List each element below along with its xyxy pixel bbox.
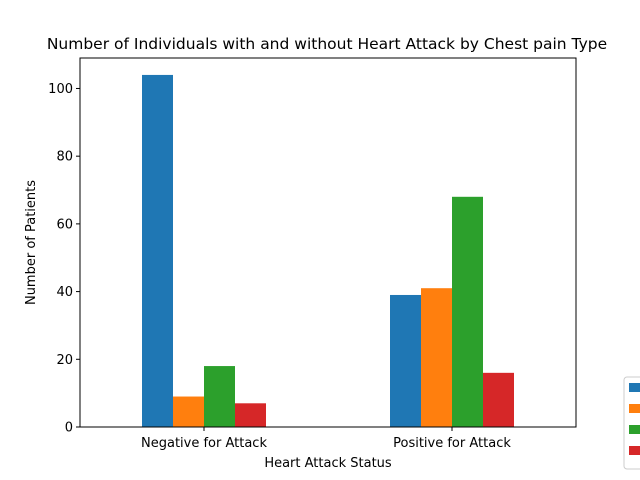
bar-2-4 <box>483 372 514 427</box>
y-tick-label: 80 <box>56 150 73 165</box>
y-axis: 0 20 40 60 80 100 <box>48 82 80 436</box>
bar-1-3 <box>204 366 235 427</box>
bar-2-1 <box>390 294 421 427</box>
legend-box <box>623 376 640 470</box>
y-tick-label: 60 <box>56 217 73 232</box>
y-tick-label: 0 <box>65 421 73 436</box>
y-tick-label: 100 <box>48 82 73 97</box>
chart-title: Number of Individuals with and without H… <box>47 35 607 53</box>
x-axis: Negative for Attack Positive for Attack <box>141 427 511 451</box>
bar-1-2 <box>173 396 204 427</box>
bar-1-4 <box>235 403 266 427</box>
plot-area <box>142 74 514 428</box>
y-tick-label: 40 <box>56 285 73 300</box>
x-tick-label: Negative for Attack <box>141 436 267 451</box>
bar-1-1 <box>142 74 173 428</box>
legend-swatch-4 <box>629 446 640 455</box>
legend-swatch-1 <box>629 383 640 392</box>
bar-2-3 <box>452 196 483 427</box>
y-axis-label: Number of Patients <box>24 180 39 305</box>
legend-swatch-2 <box>629 404 640 413</box>
bar-2-2 <box>421 288 452 427</box>
x-axis-label: Heart Attack Status <box>264 456 392 471</box>
legend-swatch-3 <box>629 425 640 434</box>
x-tick-label: Positive for Attack <box>393 436 511 451</box>
y-tick-label: 20 <box>56 353 73 368</box>
plot-frame <box>79 57 577 428</box>
legend <box>623 376 640 470</box>
